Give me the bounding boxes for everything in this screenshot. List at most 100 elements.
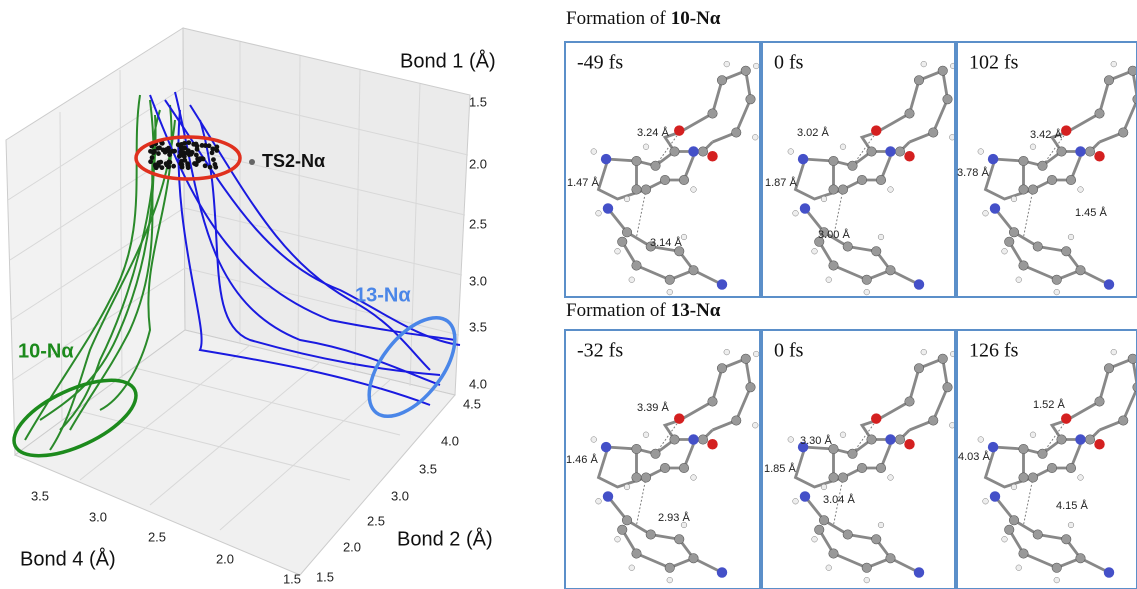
- distance-label: 3.02 Å: [797, 126, 829, 139]
- tick-label: 3.5: [469, 319, 487, 334]
- title-product: 10-Nα: [671, 8, 721, 29]
- ts-point: [166, 149, 171, 154]
- title-product: 13-Nα: [671, 300, 721, 321]
- distance-label: 1.47 Å: [567, 176, 599, 189]
- frame: 102 fs 3.42 Å 3.78 Å 1.45 Å: [957, 42, 1137, 297]
- ts-point: [208, 165, 213, 170]
- molecule: [591, 349, 759, 583]
- distance-label: 4.03 Å: [958, 450, 990, 463]
- ts-point: [203, 143, 208, 148]
- ts-point: [214, 148, 219, 153]
- distance-label: 3.39 Å: [637, 401, 669, 414]
- tick-label: 2.0: [343, 539, 361, 554]
- molecule: [978, 349, 1137, 583]
- tick-label: 4.0: [441, 433, 459, 448]
- ts-point: [210, 150, 215, 155]
- tick-label: 3.5: [31, 488, 49, 503]
- tick-label: 2.0: [469, 156, 487, 171]
- tick-label: 3.0: [89, 509, 107, 524]
- distance-label: 3.00 Å: [818, 228, 850, 241]
- tick-label: 3.0: [391, 488, 409, 503]
- ts-point: [195, 147, 200, 152]
- frame: -49 fs 3.24 Å 1.47 Å 3.14 Å: [565, 42, 760, 297]
- distance-label: 3.24 Å: [637, 126, 669, 139]
- ts-point: [203, 163, 208, 168]
- tick-label: 4.5: [463, 396, 481, 411]
- ts-point: [189, 152, 194, 157]
- ts-point: [180, 165, 185, 170]
- tick-label: 3.0: [469, 273, 487, 288]
- title-prefix: Formation of: [566, 8, 666, 29]
- ts-point: [211, 157, 216, 162]
- time-label: 0 fs: [774, 52, 804, 74]
- time-label: 126 fs: [969, 340, 1019, 362]
- distance-label: 2.93 Å: [658, 511, 690, 524]
- distance-label: 3.42 Å: [1030, 128, 1062, 141]
- time-label: -49 fs: [577, 52, 623, 74]
- ts-point: [182, 158, 187, 163]
- ts-point: [191, 142, 196, 147]
- frame: 0 fs 3.30 Å 1.85 Å 3.04 Å: [762, 330, 956, 589]
- ts-point: [186, 165, 191, 170]
- distance-label: 3.78 Å: [957, 166, 989, 179]
- ts-point: [249, 159, 255, 165]
- ts-point: [212, 162, 217, 167]
- ts-point: [152, 149, 157, 154]
- molecule: [591, 61, 759, 295]
- ts-point: [150, 155, 155, 160]
- ts-label: TS2-Nα: [262, 151, 325, 171]
- ts-point: [186, 140, 191, 145]
- distance-label: 1.87 Å: [765, 176, 797, 189]
- axis-label: Bond 4 (Å): [20, 547, 116, 570]
- distance-label: 1.85 Å: [764, 462, 796, 475]
- ts-point: [178, 149, 183, 154]
- distance-label: 4.15 Å: [1056, 499, 1088, 512]
- title-prefix: Formation of: [566, 300, 666, 321]
- ts-point: [161, 148, 166, 153]
- frame: 0 fs 3.02 Å 1.87 Å 3.00 Å: [762, 42, 956, 297]
- ts-point: [192, 161, 197, 166]
- ts-point: [171, 164, 176, 169]
- molecule: [788, 349, 956, 583]
- tick-label: 2.5: [469, 216, 487, 231]
- frame: 126 fs 1.52 Å 4.03 Å 4.15 Å: [957, 330, 1137, 589]
- ts-point: [198, 156, 203, 161]
- ts-point: [194, 153, 199, 158]
- figure: TS2-Nα 13-Nα 10-Nα Bond 1 (Å) Bond 2 (Å)…: [0, 0, 1137, 589]
- frame-border: [565, 42, 760, 297]
- 3d-plot: TS2-Nα 13-Nα 10-Nα Bond 1 (Å) Bond 2 (Å)…: [3, 28, 495, 586]
- tick-label: 1.5: [283, 571, 301, 586]
- tick-label: 4.0: [469, 376, 487, 391]
- distance-label: 3.14 Å: [650, 236, 682, 249]
- distance-label: 3.30 Å: [800, 434, 832, 447]
- time-label: 102 fs: [969, 52, 1019, 74]
- tick-label: 2.5: [367, 513, 385, 528]
- product-10-label: 10-Nα: [18, 340, 74, 362]
- axis-label: Bond 1 (Å): [400, 49, 496, 72]
- time-label: 0 fs: [774, 340, 804, 362]
- axis-label: Bond 2 (Å): [397, 527, 493, 550]
- tick-label: 1.5: [469, 94, 487, 109]
- ts-point: [185, 151, 190, 156]
- frame-border: [762, 42, 955, 297]
- tick-label: 1.5: [316, 569, 334, 584]
- molecule: [978, 61, 1137, 295]
- tick-label: 2.5: [148, 529, 166, 544]
- ts-point: [156, 163, 161, 168]
- ts-point: [182, 141, 187, 146]
- distance-label: 1.46 Å: [566, 453, 598, 466]
- molecule: [788, 61, 956, 295]
- product-13-label: 13-Nα: [355, 284, 411, 306]
- distance-label: 1.45 Å: [1075, 206, 1107, 219]
- time-label: -32 fs: [577, 340, 623, 362]
- ts-point: [176, 142, 181, 147]
- ts-point: [164, 161, 169, 166]
- tick-label: 3.5: [419, 461, 437, 476]
- distance-label: 1.52 Å: [1033, 398, 1065, 411]
- distance-label: 3.04 Å: [823, 493, 855, 506]
- tick-label: 2.0: [216, 551, 234, 566]
- frame-border: [762, 330, 955, 589]
